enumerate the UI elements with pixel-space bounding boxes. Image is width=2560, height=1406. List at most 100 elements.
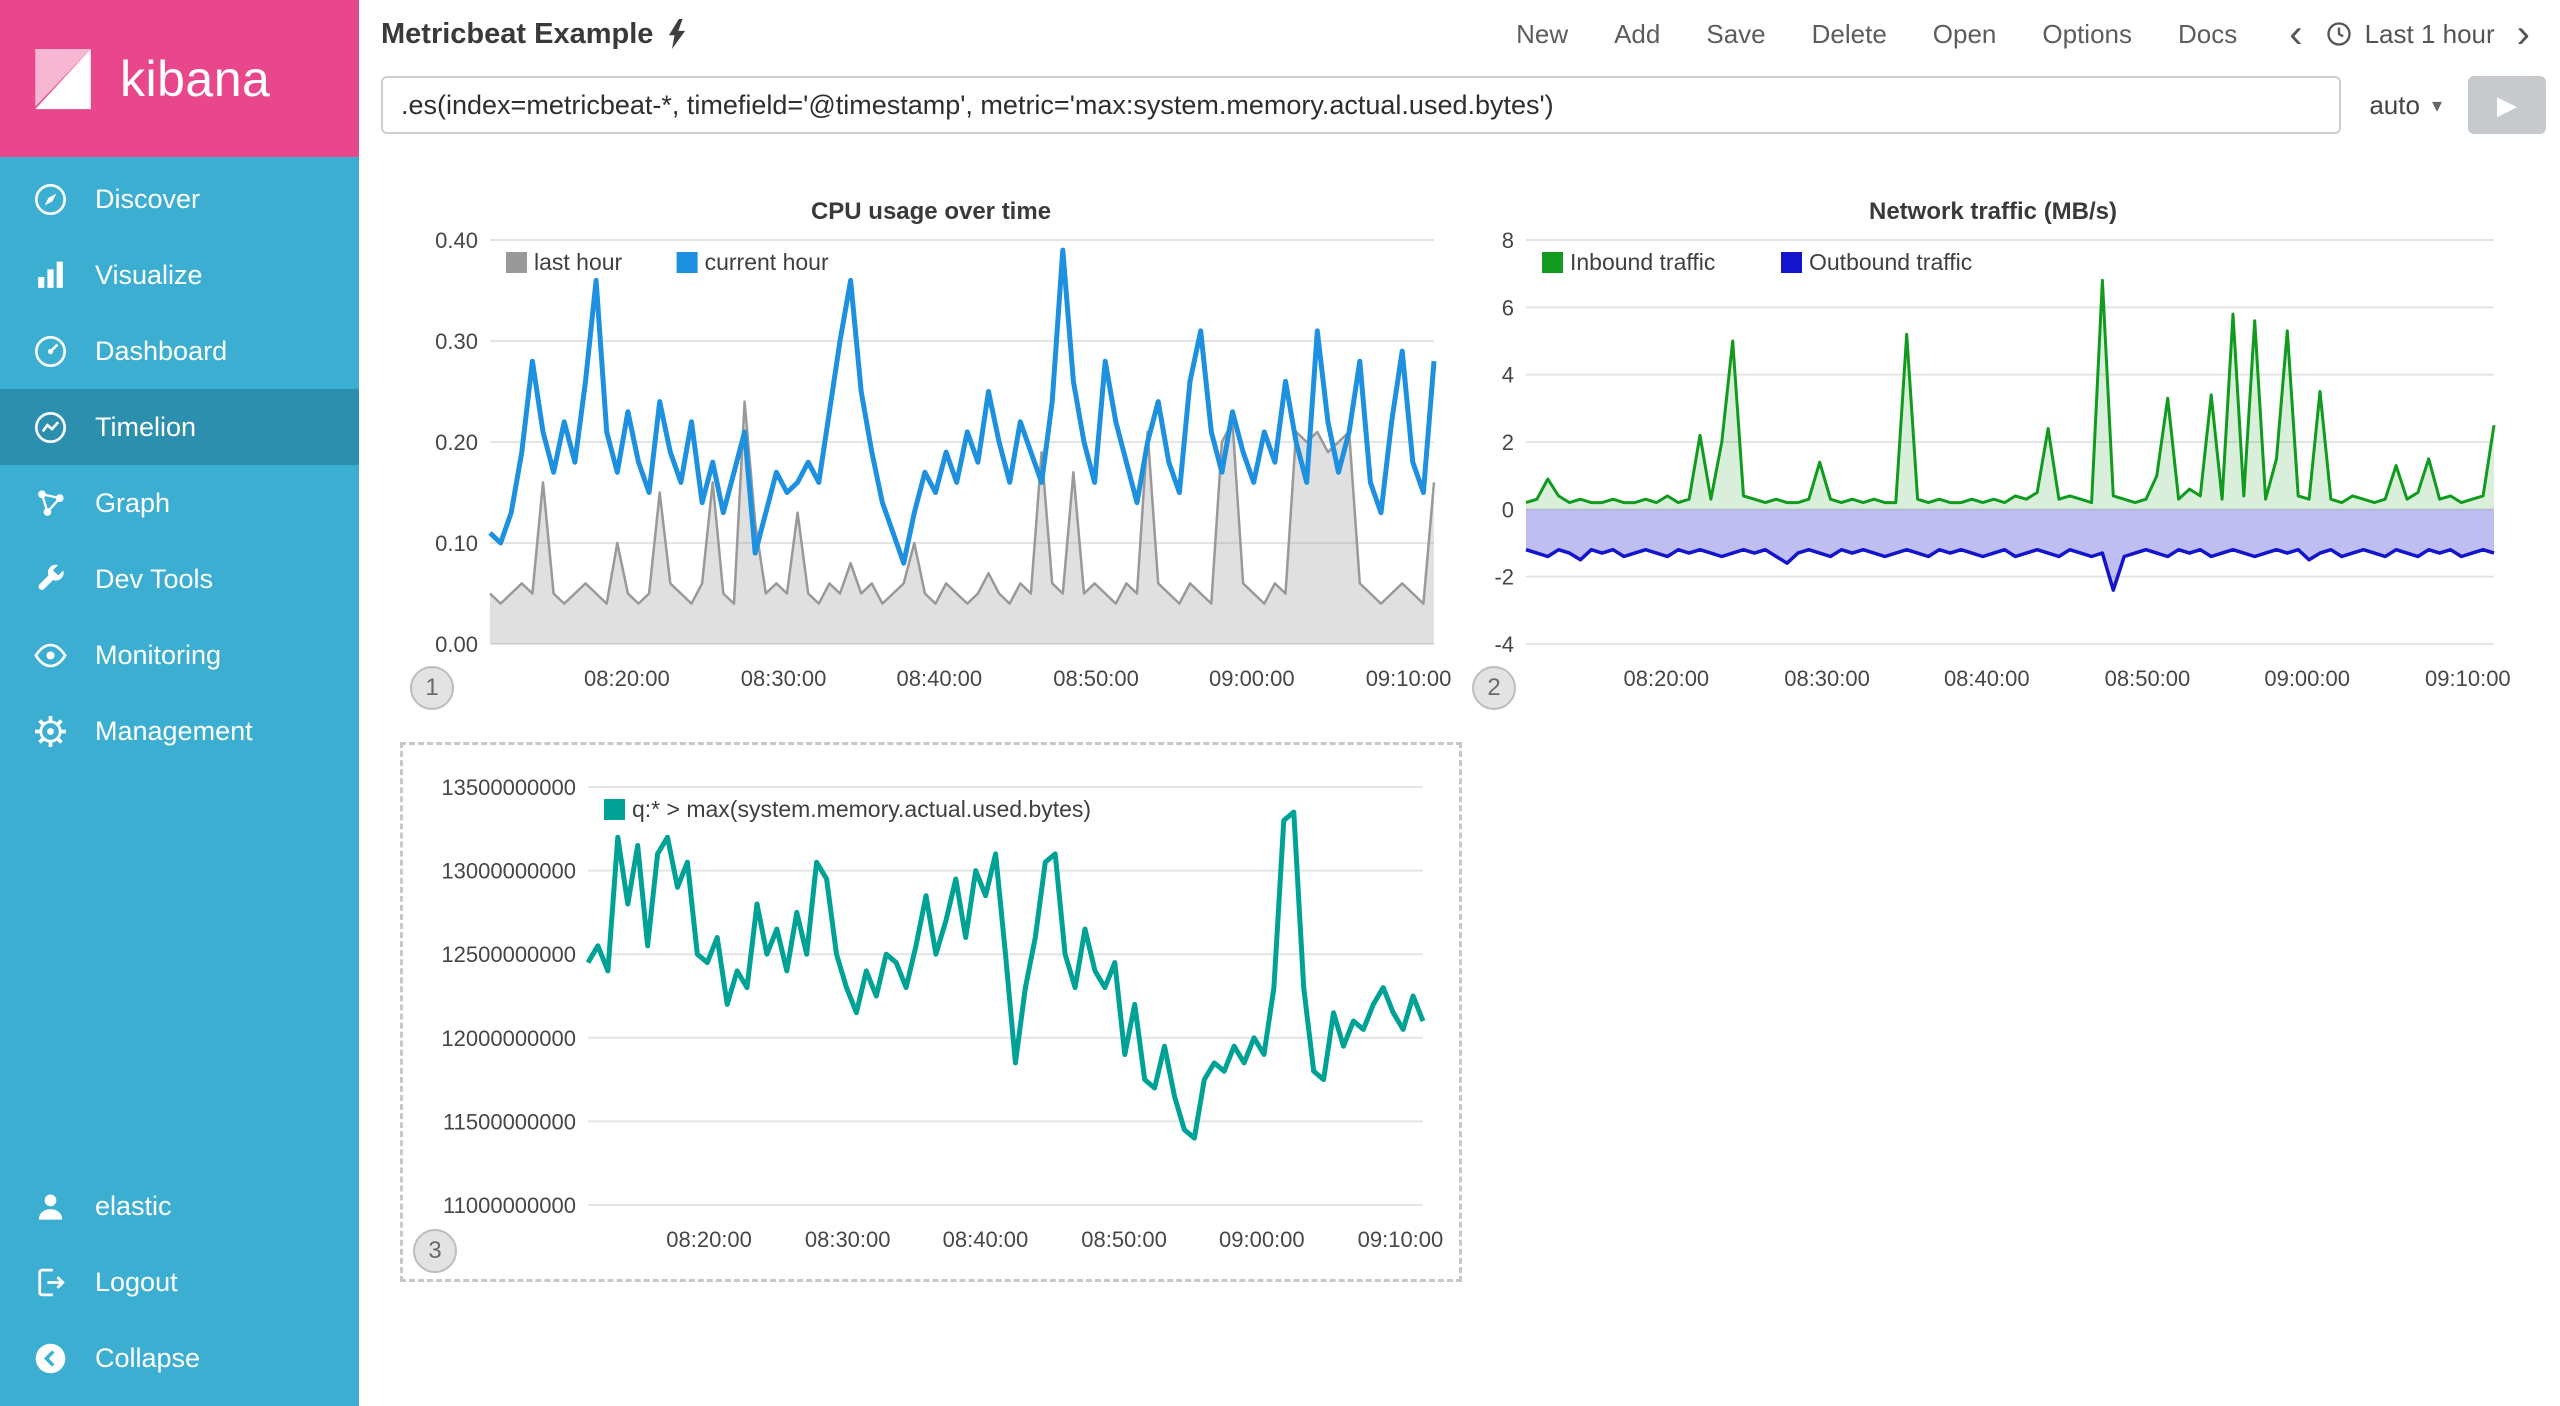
panel-number-badge: 1 <box>410 666 454 710</box>
svg-text:08:20:00: 08:20:00 <box>584 666 670 691</box>
topbar: Metricbeat Example New Add Save Delete O… <box>359 0 2560 68</box>
lightning-icon <box>669 19 686 49</box>
time-range-label: Last 1 hour <box>2364 18 2495 49</box>
sidebar-item-visualize[interactable]: Visualize <box>0 237 359 313</box>
network-traffic-chart: -4 -2 0 2 4 6 8 08:20:00 08:30:00 08:40:00 08:50:0… <box>1494 228 2510 691</box>
time-range-button[interactable]: Last 1 hour <box>2325 19 2495 50</box>
logout-icon <box>32 1264 69 1301</box>
menu-add[interactable]: Add <box>1614 18 1661 49</box>
svg-text:09:00:00: 09:00:00 <box>2264 666 2350 691</box>
svg-text:current hour: current hour <box>705 249 829 275</box>
svg-text:-4: -4 <box>1494 632 1514 657</box>
svg-text:2: 2 <box>1502 430 1514 455</box>
svg-text:08:30:00: 08:30:00 <box>805 1227 891 1252</box>
svg-text:0.40: 0.40 <box>435 228 478 253</box>
svg-text:08:40:00: 08:40:00 <box>943 1227 1029 1252</box>
charts-grid: CPU usage over time 0.00 0.10 0.20 0.30 0.40… <box>359 146 2529 1308</box>
dashboard-icon <box>32 333 69 370</box>
interval-select[interactable]: auto ▾ <box>2341 90 2468 121</box>
menu-docs[interactable]: Docs <box>2178 18 2238 49</box>
compass-icon <box>32 181 69 218</box>
play-icon: ▶ <box>2497 89 2517 120</box>
clock-icon <box>2326 22 2351 46</box>
time-picker: ‹ Last 1 hour › <box>2285 14 2534 54</box>
svg-text:08:40:00: 08:40:00 <box>897 666 983 691</box>
timelion-panel-2[interactable]: Network traffic (MB/s) -4 -2 0 2 4 6 8 08:20:00… <box>1462 176 2524 716</box>
svg-text:13000000000: 13000000000 <box>441 859 576 884</box>
timelion-query-input[interactable] <box>381 76 2342 134</box>
chart-title: CPU usage over time <box>810 198 1052 225</box>
bar-chart-icon <box>32 257 69 294</box>
svg-text:Outbound traffic: Outbound traffic <box>1809 249 1972 275</box>
svg-text:11000000000: 11000000000 <box>443 1193 576 1218</box>
main-area: Metricbeat Example New Add Save Delete O… <box>359 0 2560 1406</box>
svg-text:08:20:00: 08:20:00 <box>1624 666 1710 691</box>
sidebar-item-logout[interactable]: Logout <box>0 1244 359 1320</box>
svg-text:0: 0 <box>1502 497 1514 522</box>
sidebar-item-monitoring[interactable]: Monitoring <box>0 617 359 693</box>
kibana-logo[interactable]: kibana <box>0 0 359 157</box>
menu-save[interactable]: Save <box>1706 18 1766 49</box>
chevron-down-icon: ▾ <box>2431 94 2442 117</box>
sidebar-item-label: Collapse <box>95 1342 201 1373</box>
timelion-panel-3-selected[interactable]: 11000000000 11500000000 12000000000 1250000… <box>400 742 1462 1282</box>
menu-options[interactable]: Options <box>2042 18 2132 49</box>
run-query-button[interactable]: ▶ <box>2468 76 2546 134</box>
page-title: Metricbeat Example <box>381 17 654 50</box>
svg-text:08:30:00: 08:30:00 <box>741 666 827 691</box>
sidebar-item-management[interactable]: Management <box>0 693 359 769</box>
kibana-logo-icon <box>26 42 100 116</box>
svg-text:0.10: 0.10 <box>435 531 478 556</box>
chart-title: Network traffic (MB/s) <box>1868 198 2118 225</box>
topbar-menu: New Add Save Delete Open Options Docs <box>1516 19 2237 50</box>
menu-open[interactable]: Open <box>1932 18 1997 49</box>
svg-text:11500000000: 11500000000 <box>443 1109 576 1134</box>
svg-text:09:00:00: 09:00:00 <box>1219 1227 1305 1252</box>
svg-text:-2: -2 <box>1494 565 1514 590</box>
svg-text:08:50:00: 08:50:00 <box>1081 1227 1167 1252</box>
menu-new[interactable]: New <box>1516 18 1569 49</box>
chevron-right-icon[interactable]: › <box>2516 12 2530 56</box>
svg-text:08:50:00: 08:50:00 <box>1053 666 1139 691</box>
panel-number-badge: 2 <box>1472 666 1516 710</box>
sidebar-item-discover[interactable]: Discover <box>0 161 359 237</box>
svg-text:8: 8 <box>1502 228 1514 253</box>
user-icon <box>32 1188 69 1225</box>
cpu-usage-chart: 0.00 0.10 0.20 0.30 0.40 08:20:00 08:30:00 08:4… <box>435 228 1452 691</box>
svg-text:4: 4 <box>1502 363 1514 388</box>
page-title-group: Metricbeat Example <box>381 18 687 51</box>
sidebar-item-dev-tools[interactable]: Dev Tools <box>0 541 359 617</box>
timelion-icon <box>32 409 69 446</box>
chevron-left-icon[interactable]: ‹ <box>2289 12 2303 56</box>
interval-value: auto <box>2369 89 2420 120</box>
menu-delete[interactable]: Delete <box>1811 18 1887 49</box>
svg-text:09:10:00: 09:10:00 <box>1366 666 1452 691</box>
sidebar-item-label: Graph <box>95 487 171 518</box>
svg-text:08:20:00: 08:20:00 <box>666 1227 752 1252</box>
sidebar-item-label: Discover <box>95 183 201 214</box>
sidebar-item-graph[interactable]: Graph <box>0 465 359 541</box>
svg-text:6: 6 <box>1502 295 1514 320</box>
sidebar-item-dashboard[interactable]: Dashboard <box>0 313 359 389</box>
panel-number-badge: 3 <box>413 1229 457 1273</box>
sidebar-item-label: Monitoring <box>95 639 222 670</box>
wrench-icon <box>32 561 69 598</box>
kibana-logo-text: kibana <box>120 50 271 107</box>
svg-text:09:10:00: 09:10:00 <box>1358 1227 1444 1252</box>
sidebar-item-label: elastic <box>95 1190 172 1221</box>
sidebar-item-label: Timelion <box>95 411 197 442</box>
svg-text:12500000000: 12500000000 <box>441 942 576 967</box>
svg-text:08:50:00: 08:50:00 <box>2105 666 2191 691</box>
svg-text:13500000000: 13500000000 <box>441 775 576 800</box>
timelion-panel-1[interactable]: CPU usage over time 0.00 0.10 0.20 0.30 0.40… <box>400 176 1462 716</box>
memory-usage-chart: 11000000000 11500000000 12000000000 1250000… <box>441 775 1444 1252</box>
svg-text:0.20: 0.20 <box>435 430 478 455</box>
svg-text:q:* > max(system.memory.actual: q:* > max(system.memory.actual.used.byte… <box>632 796 1091 822</box>
eye-icon <box>32 637 69 674</box>
sidebar-item-collapse[interactable]: Collapse <box>0 1320 359 1396</box>
sidebar-item-user-elastic[interactable]: elastic <box>0 1168 359 1244</box>
query-bar: auto ▾ ▶ <box>359 68 2560 146</box>
sidebar-item-label: Visualize <box>95 259 203 290</box>
svg-text:12000000000: 12000000000 <box>441 1026 576 1051</box>
sidebar-item-timelion[interactable]: Timelion <box>0 389 359 465</box>
